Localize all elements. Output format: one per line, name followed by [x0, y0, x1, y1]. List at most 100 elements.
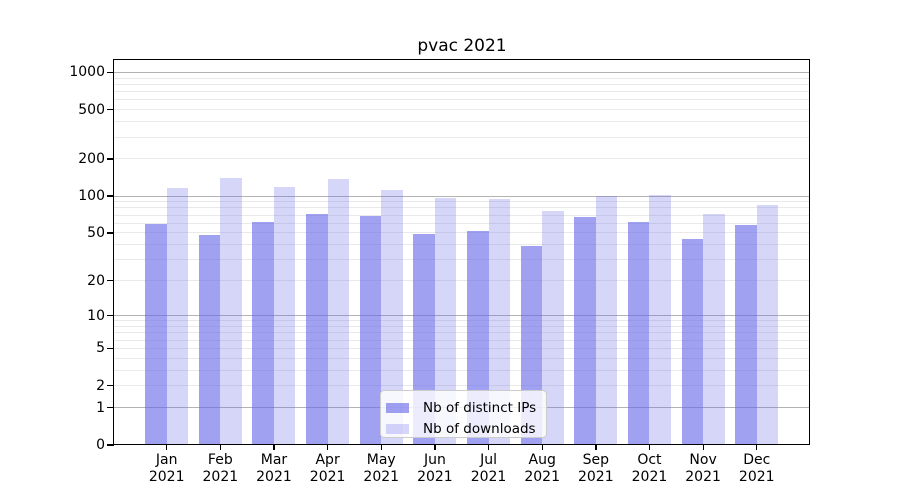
gridline-minor — [114, 77, 810, 79]
gridline-minor — [114, 332, 810, 334]
x-tick-label-line: 2021 — [417, 468, 453, 485]
x-tick-mark — [595, 445, 597, 450]
y-tick-label: 500 — [78, 101, 105, 118]
legend-item-downloads: Nb of downloads — [386, 418, 538, 439]
gridline-major — [114, 71, 810, 73]
legend-swatch-downloads-icon — [386, 423, 409, 434]
y-tick-label: 10 — [87, 307, 105, 324]
gridline-minor — [114, 369, 810, 371]
legend-label-distinct-ips: Nb of distinct IPs — [423, 399, 537, 416]
bar-downloads — [703, 214, 725, 445]
gridline-minor — [114, 91, 810, 93]
x-tick-label-line: May — [366, 452, 396, 468]
y-tick-mark — [107, 232, 114, 234]
y-tick-label: 1 — [96, 399, 105, 416]
bar-distinct-ips — [681, 238, 704, 445]
x-tick-label-line: Sep — [582, 452, 609, 468]
x-tick-label-line: 2021 — [577, 468, 614, 485]
x-tick-label-line: 2021 — [309, 468, 346, 485]
y-tick-label: 20 — [87, 272, 105, 289]
x-tick-label: Jul 2021 — [459, 452, 519, 485]
gridline-minor — [114, 136, 810, 138]
bar-downloads — [434, 197, 457, 445]
gridline-minor — [114, 158, 810, 160]
x-tick-label: Sep 2021 — [566, 452, 626, 485]
x-tick-label: Jun 2021 — [405, 452, 465, 485]
gridline-minor — [114, 320, 810, 322]
x-tick-label-line: 2021 — [256, 468, 292, 485]
gridline-minor — [114, 347, 810, 349]
bar-downloads — [542, 211, 564, 445]
x-tick-label: Nov 2021 — [673, 452, 733, 485]
x-tick-label-line: Feb — [207, 452, 233, 468]
x-tick-label-line: 2021 — [738, 468, 775, 485]
x-tick-mark — [487, 445, 490, 450]
y-tick-label: 100 — [78, 188, 105, 205]
legend-swatch-distinct-ips-icon — [386, 402, 409, 413]
y-tick-label: 2 — [96, 377, 105, 394]
x-tick-label-line: 2021 — [202, 468, 239, 485]
bar-distinct-ips — [574, 216, 596, 445]
x-tick-label: Feb 2021 — [190, 452, 250, 485]
bar-downloads — [756, 205, 779, 445]
x-tick-label: Dec 2021 — [727, 452, 787, 485]
bar-distinct-ips — [252, 221, 274, 445]
x-tick-label: Oct 2021 — [619, 452, 679, 485]
gridline-minor — [114, 244, 810, 246]
bar-downloads — [488, 198, 511, 445]
y-tick-label: 0 — [96, 437, 105, 453]
legend-item-distinct-ips: Nb of distinct IPs — [386, 397, 538, 418]
y-tick-mark — [107, 407, 114, 409]
y-tick-mark — [107, 195, 114, 197]
y-tick-mark — [107, 71, 114, 74]
y-tick-mark — [107, 109, 114, 111]
gridline-minor — [114, 259, 810, 261]
x-tick-mark — [219, 445, 222, 450]
y-tick-mark — [107, 315, 114, 317]
x-tick-label: Jan 2021 — [137, 452, 197, 485]
bar-distinct-ips — [198, 235, 221, 445]
plot-area — [114, 60, 810, 445]
gridline-minor — [114, 232, 810, 234]
x-tick-mark — [166, 445, 168, 450]
y-tick-label: 5 — [96, 340, 105, 357]
chart-title: pvac 2021 — [417, 36, 507, 56]
x-tick-mark — [273, 445, 275, 450]
x-tick-label-line: Dec — [743, 452, 771, 468]
y-tick-mark — [107, 280, 114, 282]
x-tick-mark — [756, 445, 758, 450]
bar-distinct-ips — [145, 224, 167, 445]
bar-downloads — [649, 194, 671, 445]
x-tick-label-line: 2021 — [685, 468, 721, 485]
y-tick-mark — [107, 385, 114, 387]
y-tick-mark — [107, 158, 114, 160]
y-tick-label: 200 — [78, 150, 105, 167]
gridline-minor — [114, 83, 810, 85]
x-tick-label-line: 2021 — [363, 468, 400, 485]
x-tick-label-line: Aug — [528, 452, 556, 468]
x-tick-label-line: 2021 — [524, 468, 560, 485]
legend-label-downloads: Nb of downloads — [423, 420, 536, 437]
x-tick-mark — [434, 445, 436, 450]
x-tick-label-line: Oct — [637, 452, 662, 468]
y-tick-label: 50 — [87, 224, 105, 241]
bar-distinct-ips — [735, 225, 757, 445]
gridline-minor — [114, 222, 810, 224]
bar-distinct-ips — [627, 222, 650, 445]
gridline-minor — [114, 280, 810, 282]
x-tick-mark — [327, 445, 329, 450]
bar-downloads — [595, 196, 618, 445]
x-tick-label-line: Nov — [689, 452, 717, 468]
bar-downloads — [166, 187, 189, 445]
gridline-minor — [114, 109, 810, 111]
x-tick-label-line: Jun — [423, 452, 446, 468]
x-tick-label: Aug 2021 — [512, 452, 572, 485]
bar-downloads — [381, 189, 403, 445]
gridline-minor — [114, 121, 810, 123]
x-tick-label-line: 2021 — [470, 468, 507, 485]
y-tick-mark — [107, 347, 114, 350]
y-tick-label: 1000 — [69, 64, 105, 81]
gridline-minor — [114, 201, 810, 203]
bar-distinct-ips — [306, 213, 328, 445]
x-tick-label-line: Mar — [260, 452, 288, 468]
